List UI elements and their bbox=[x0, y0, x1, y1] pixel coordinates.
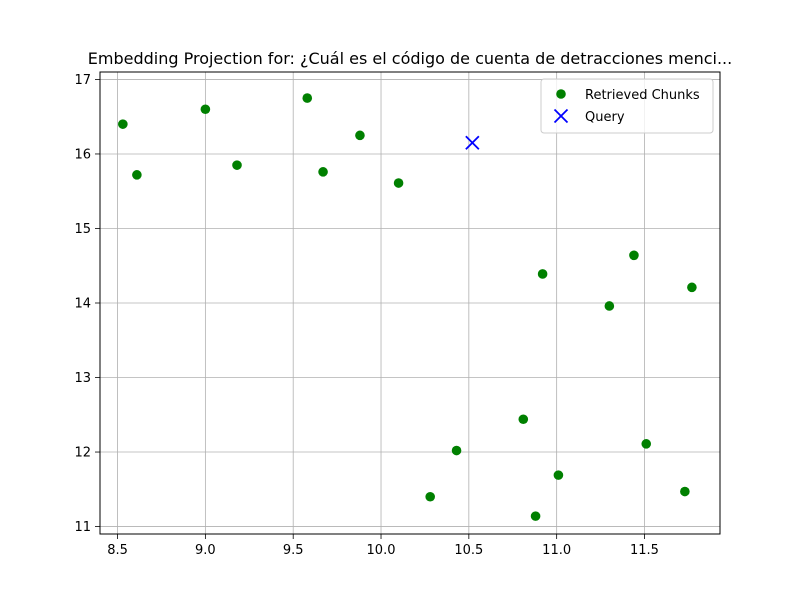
retrieved-chunk-point bbox=[451, 445, 462, 456]
ticks-layer: 8.5 9.0 9.5 10.0 10.5 11.0 11.5 11 12 13 14 15 16 17 bbox=[74, 73, 658, 558]
x-tick-label: 11.0 bbox=[542, 543, 571, 558]
retrieved-chunk-point bbox=[518, 414, 529, 425]
x-tick-label: 9.0 bbox=[195, 543, 216, 558]
marks-layer bbox=[118, 93, 697, 521]
retrieved-chunk-point bbox=[200, 104, 211, 115]
legend-label: Query bbox=[585, 110, 625, 125]
x-tick-label: 11.5 bbox=[630, 543, 659, 558]
legend-label: Retrieved Chunks bbox=[585, 88, 700, 103]
retrieved-chunk-point bbox=[680, 486, 690, 497]
retrieved-chunk-point bbox=[530, 511, 541, 521]
retrieved-chunk-point bbox=[302, 93, 313, 103]
y-tick-label: 11 bbox=[74, 520, 91, 535]
retrieved-chunk-point bbox=[629, 250, 639, 261]
retrieved-chunk-point bbox=[393, 178, 404, 188]
legend-box bbox=[540, 78, 714, 134]
retrieved-chunk-point bbox=[118, 119, 128, 129]
y-tick-label: 17 bbox=[74, 73, 91, 88]
retrieved-chunk-point bbox=[425, 491, 435, 502]
chart-title: Embedding Projection for: ¿Cuál es el có… bbox=[88, 49, 732, 68]
x-tick-label: 10.5 bbox=[454, 543, 483, 558]
retrieved-chunk-point bbox=[318, 167, 328, 177]
retrieved-chunk-point bbox=[553, 470, 564, 480]
y-tick-label: 14 bbox=[74, 297, 91, 312]
retrieved-chunk-point bbox=[232, 160, 242, 170]
retrieved-chunk-point bbox=[132, 170, 142, 180]
x-tick-label: 9.5 bbox=[283, 543, 304, 558]
retrieved-chunk-point bbox=[687, 282, 697, 293]
query-point bbox=[465, 135, 480, 150]
query-point-stroke bbox=[465, 135, 480, 150]
retrieved-chunk-point bbox=[355, 130, 365, 141]
y-tick-label: 13 bbox=[74, 371, 91, 386]
legend-marker-query bbox=[553, 108, 569, 124]
legend: Retrieved Chunks Query bbox=[540, 78, 714, 134]
legend-marker-retrieved-chunks bbox=[556, 89, 566, 99]
retrieved-chunk-point bbox=[641, 439, 652, 449]
x-tick-label: 10.0 bbox=[367, 543, 396, 558]
legend-marker-query-stroke bbox=[553, 108, 569, 124]
x-tick-label: 8.5 bbox=[107, 543, 128, 558]
retrieved-chunk-point bbox=[604, 301, 615, 311]
y-tick-label: 12 bbox=[74, 446, 91, 461]
retrieved-chunk-point bbox=[537, 269, 548, 279]
y-tick-label: 16 bbox=[74, 147, 91, 162]
grid-layer bbox=[100, 72, 720, 534]
y-tick-label: 15 bbox=[74, 222, 91, 237]
